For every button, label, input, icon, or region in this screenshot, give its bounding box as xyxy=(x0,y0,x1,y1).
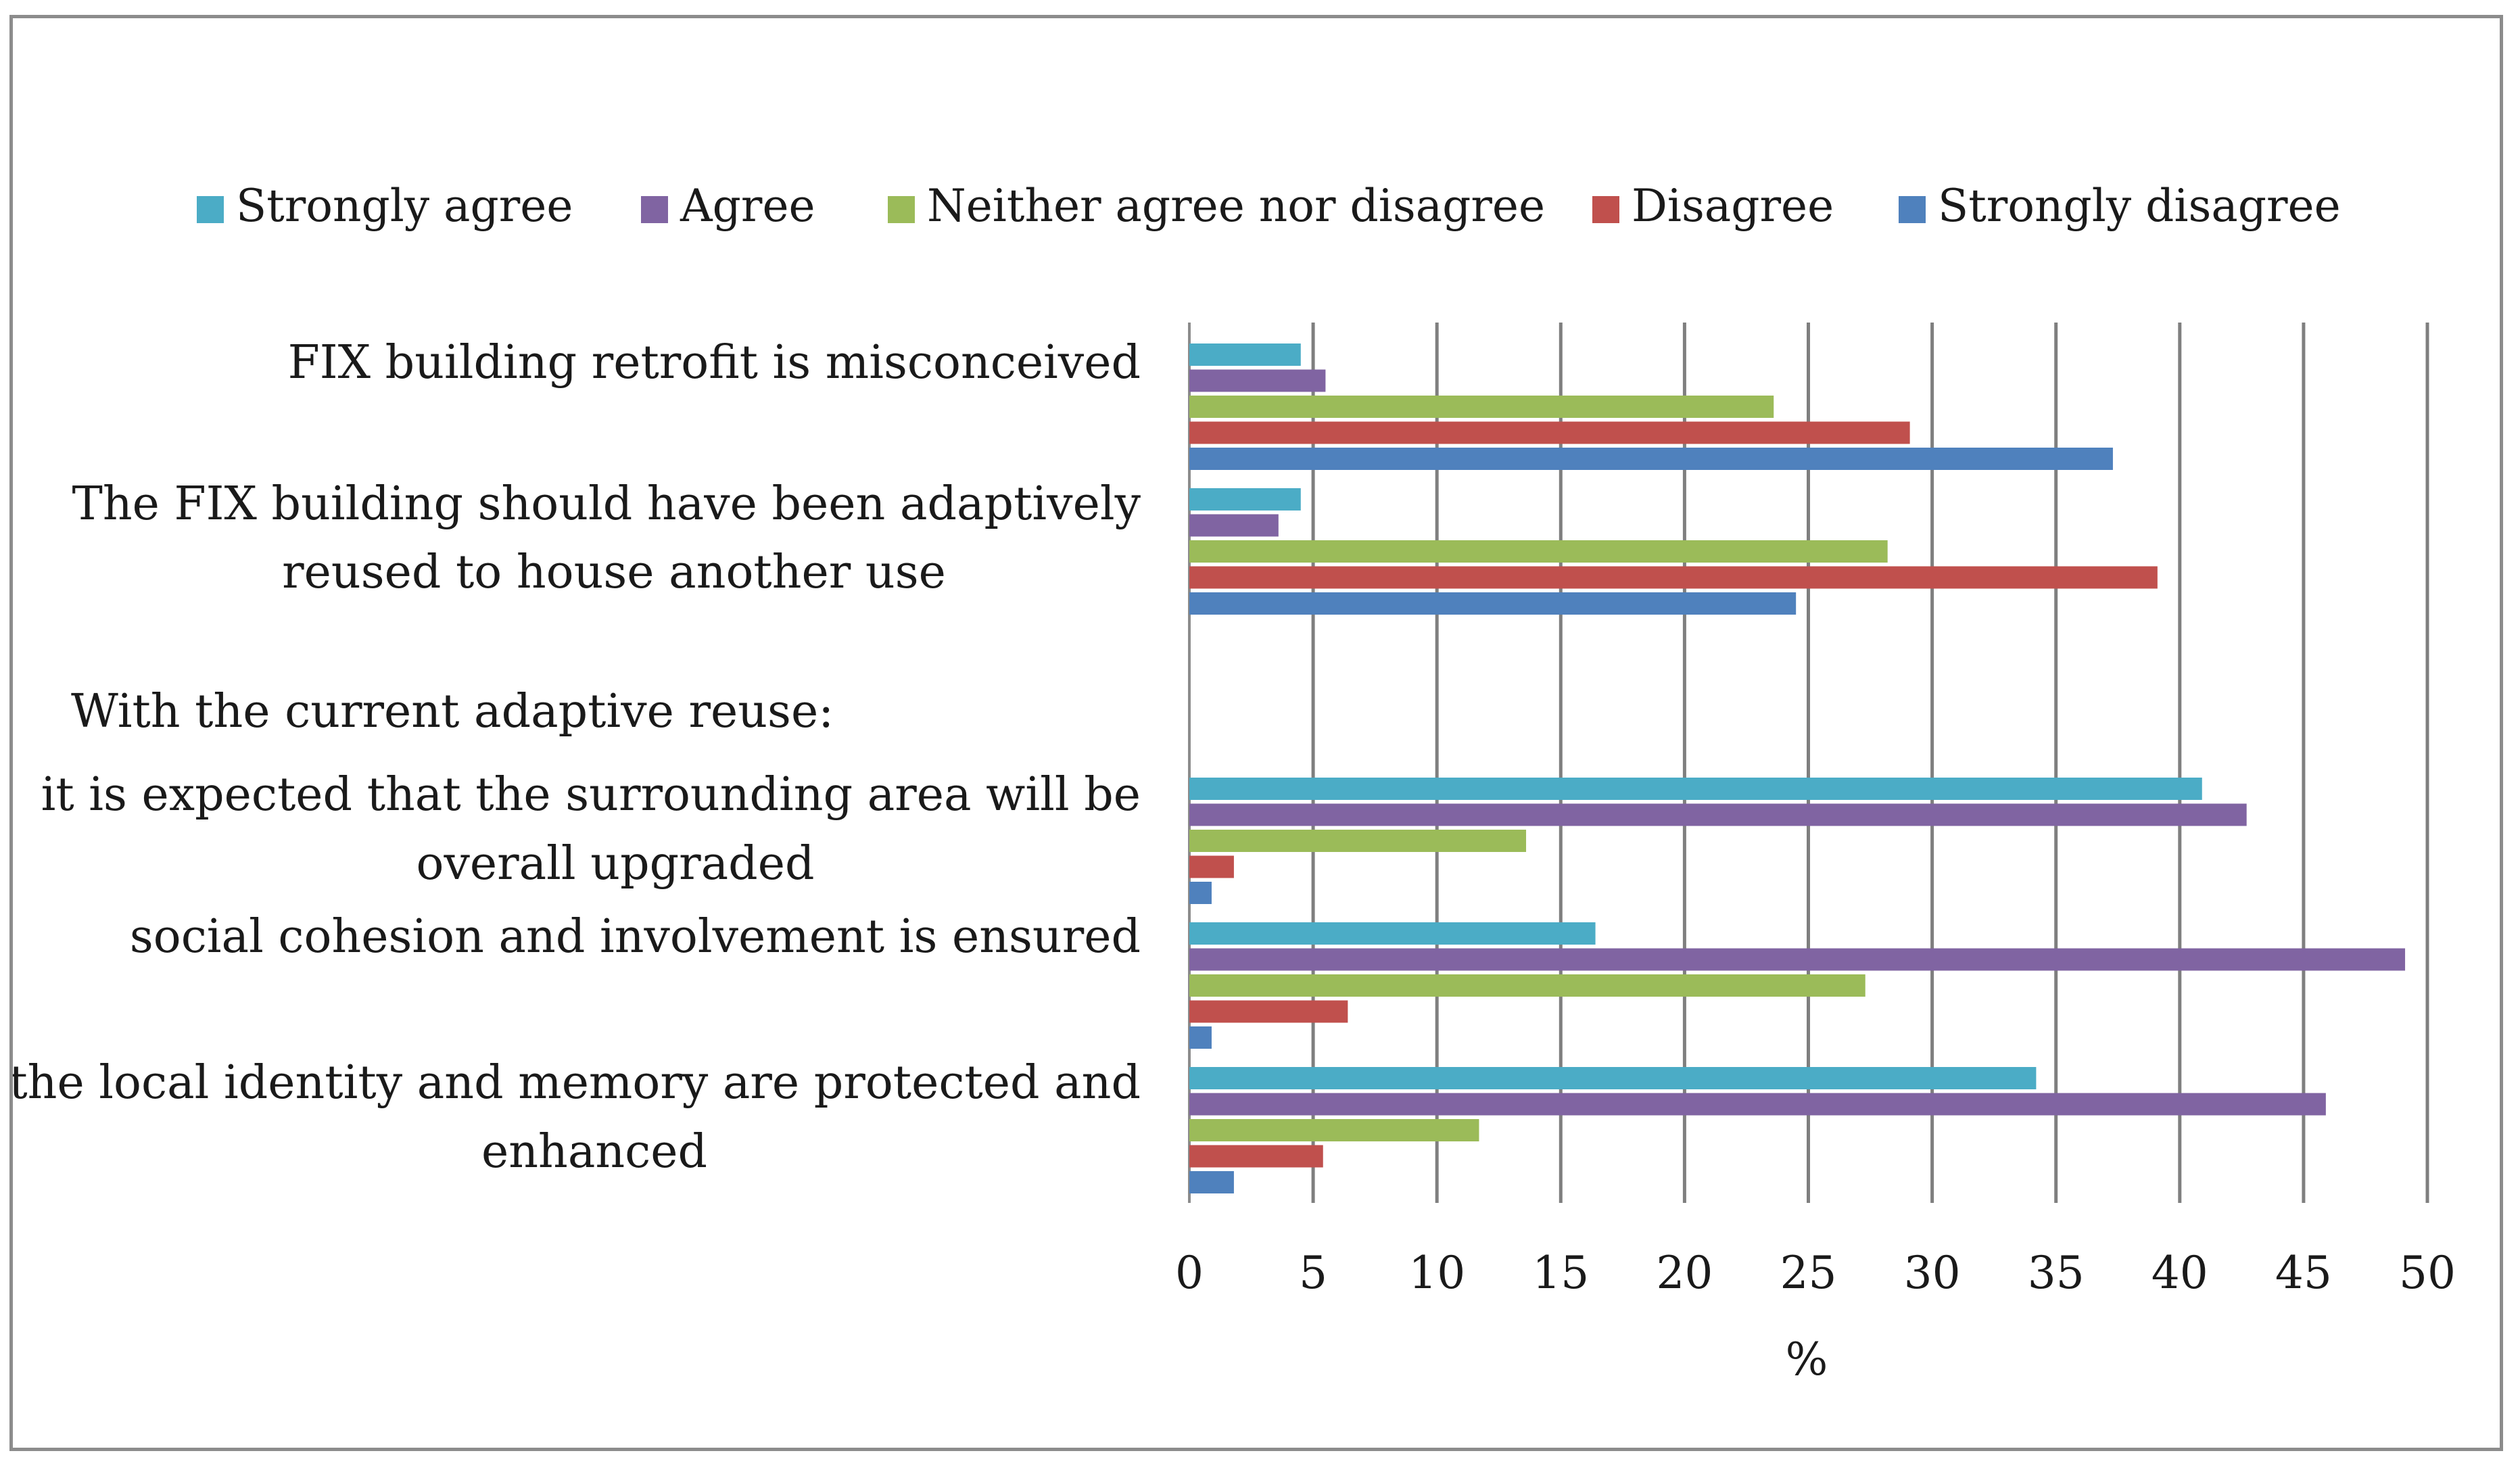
x-axis-title: % xyxy=(1786,1333,1828,1385)
bar-disagree-cat5 xyxy=(1189,1145,1323,1168)
bar-strongly-disagree-cat1 xyxy=(1189,448,2113,470)
bar-strongly-agree-cat3 xyxy=(1189,778,2202,800)
category-label: social cohesion and involvement is ensur… xyxy=(130,910,1141,964)
legend-swatch-disagree xyxy=(1592,196,1619,223)
legend-label: Strongly disagree xyxy=(1938,180,2341,232)
bar-disagree-cat3 xyxy=(1189,855,1234,878)
chart-frame: Strongly agree Agree Neither agree nor dis… xyxy=(9,15,2503,1451)
x-tick-label: 25 xyxy=(1780,1247,1837,1299)
x-tick-label: 35 xyxy=(2028,1247,2085,1299)
category-label: it is expected that the surrounding area… xyxy=(41,768,1141,822)
category-labels: FIX building retrofit is misconceived The… xyxy=(13,336,1141,1179)
bar-neither-agree-nor-disagree-cat4 xyxy=(1189,974,1865,997)
x-tick-label: 50 xyxy=(2399,1247,2456,1299)
bar-agree-cat3 xyxy=(1189,803,2247,826)
bar-agree-cat1 xyxy=(1189,369,1326,392)
x-tick-label: 0 xyxy=(1175,1247,1204,1299)
legend-label: Agree xyxy=(680,180,815,232)
category-label: enhanced xyxy=(481,1125,707,1179)
legend: Strongly agree Agree Neither agree nor dis… xyxy=(197,180,2341,232)
section-header: With the current adaptive reuse: xyxy=(71,685,834,738)
legend-swatch-strongly-disagree xyxy=(1899,196,1926,223)
legend-label: Strongly agree xyxy=(236,180,573,232)
legend-label: Neither agree nor disagree xyxy=(927,180,1545,232)
bar-strongly-disagree-cat4 xyxy=(1189,1026,1212,1049)
bars xyxy=(1189,343,2406,1193)
category-label: overall upgraded xyxy=(417,837,815,891)
bar-strongly-disagree-cat5 xyxy=(1189,1171,1234,1193)
x-tick-label: 30 xyxy=(1904,1247,1961,1299)
bar-neither-agree-nor-disagree-cat3 xyxy=(1189,830,1527,852)
legend-label: Disagree xyxy=(1632,180,1834,232)
bar-strongly-disagree-cat3 xyxy=(1189,882,1212,904)
bar-strongly-agree-cat4 xyxy=(1189,922,1596,945)
x-tick-label: 20 xyxy=(1656,1247,1713,1299)
bar-strongly-agree-cat5 xyxy=(1189,1067,2037,1089)
x-tick-label: 10 xyxy=(1408,1247,1465,1299)
legend-swatch-agree xyxy=(641,196,668,223)
bar-neither-agree-nor-disagree-cat1 xyxy=(1189,396,1774,418)
category-label: reused to house another use xyxy=(282,546,946,599)
category-label: FIX building retrofit is misconceived xyxy=(288,336,1141,389)
bar-agree-cat5 xyxy=(1189,1093,2326,1116)
bar-agree-cat2 xyxy=(1189,514,1279,537)
bar-disagree-cat2 xyxy=(1189,566,2158,589)
bar-neither-agree-nor-disagree-cat2 xyxy=(1189,540,1888,563)
x-axis-ticks: 0 5 10 15 20 25 30 35 40 45 50 xyxy=(1175,1247,2456,1299)
bar-neither-agree-nor-disagree-cat5 xyxy=(1189,1119,1479,1141)
x-tick-label: 40 xyxy=(2151,1247,2208,1299)
legend-swatch-neither-agree-nor-disagree xyxy=(888,196,915,223)
chart-svg: Strongly agree Agree Neither agree nor dis… xyxy=(13,180,2456,1385)
category-label: The FIX building should have been adapti… xyxy=(72,477,1141,531)
category-label: the local identity and memory are protec… xyxy=(13,1056,1141,1110)
bar-strongly-agree-cat1 xyxy=(1189,343,1301,366)
bar-strongly-disagree-cat2 xyxy=(1189,592,1797,615)
bar-strongly-agree-cat2 xyxy=(1189,488,1301,511)
legend-swatch-strongly-agree xyxy=(197,196,224,223)
x-tick-label: 45 xyxy=(2275,1247,2332,1299)
x-tick-label: 5 xyxy=(1299,1247,1327,1299)
bar-disagree-cat1 xyxy=(1189,421,1910,444)
bar-agree-cat4 xyxy=(1189,948,2406,971)
bar-disagree-cat4 xyxy=(1189,1000,1348,1023)
x-tick-label: 15 xyxy=(1532,1247,1589,1299)
